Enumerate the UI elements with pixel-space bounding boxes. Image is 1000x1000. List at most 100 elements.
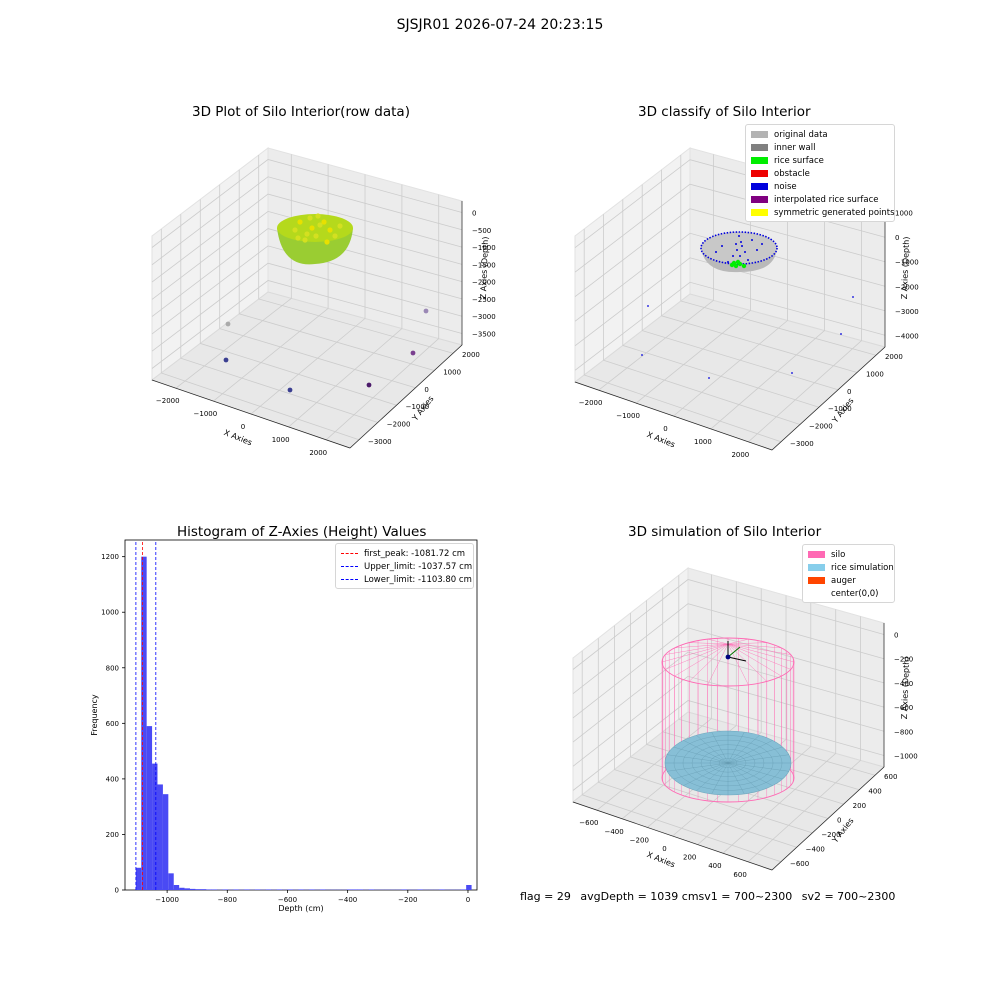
histogram-xtick-label: 0 [466, 896, 470, 904]
histogram-bar [401, 889, 407, 890]
raw-ztick-label: 0 [472, 210, 476, 218]
legend-label: auger [831, 575, 856, 586]
histogram-bar [157, 784, 163, 890]
sim-rice-mesh-line [667, 754, 729, 764]
sim-rice-mesh-ring [709, 753, 747, 773]
classify-ytick-label: −1000 [828, 405, 852, 413]
raw-pane-left [151, 146, 269, 382]
sim-rice-mesh-line [711, 762, 729, 794]
histogram-xtick-label: −400 [338, 896, 357, 904]
raw-surface-point [307, 215, 313, 221]
classify-noise-point [751, 239, 753, 241]
sim-ytick-label: 200 [853, 802, 866, 810]
histogram-bar [152, 763, 158, 890]
raw-x-axis-line [151, 379, 351, 449]
histogram-bar [184, 888, 190, 890]
classify-noise-point [641, 354, 643, 356]
sim-center-point [725, 654, 731, 660]
sim-ytick-label: −600 [790, 860, 809, 868]
raw-grid-y [219, 184, 416, 389]
raw-ytick-label: −2000 [387, 420, 411, 428]
raw-ztick-label: −3500 [472, 330, 496, 338]
raw-ytick-label: 2000 [462, 351, 480, 359]
sim-ytick-label: 600 [884, 773, 897, 781]
classify-noise-point [715, 251, 717, 253]
sim-grid-x [697, 602, 812, 845]
legend-swatch [751, 170, 768, 177]
sim-xtick-label: 200 [683, 854, 696, 862]
status-footer: flag = 29 avgDepth = 1039 cmsv1 = 700~23… [520, 890, 901, 903]
histogram-bar [141, 556, 147, 890]
classify-grid-y [603, 214, 801, 425]
raw-bowl-body [277, 228, 353, 265]
legend-label: obstacle [774, 168, 810, 179]
sim-silo-roof-line [727, 643, 791, 670]
histogram-bar [287, 889, 293, 890]
histogram-bar [309, 889, 315, 890]
histogram-axes-frame [124, 539, 478, 891]
classify-grid-x [635, 164, 751, 404]
classify-noise-point [756, 249, 758, 251]
raw-surface-point [297, 219, 303, 225]
legend-label: rice surface [774, 155, 824, 166]
sim-rice-surface [664, 730, 792, 796]
histogram-bar [368, 889, 375, 890]
legend-swatch [751, 157, 768, 164]
raw-grid-x [325, 194, 440, 441]
raw-surface-point [309, 225, 315, 231]
legend-entry: Lower_limit: -1103.80 cm [341, 573, 472, 586]
raw-ztick-label: −1000 [472, 244, 496, 252]
raw-surface-point [304, 231, 310, 237]
legend-entry: first_peak: -1081.72 cm [341, 547, 468, 560]
raw-surface-point [315, 213, 321, 219]
histogram-bar [439, 889, 445, 890]
sim-ytick-label: 0 [837, 817, 841, 825]
flag-text: flag = 29 [520, 890, 571, 903]
sim-ztick-label: 0 [894, 632, 898, 640]
histogram-bar [168, 873, 174, 890]
classify-y-axis-label: Y Axies [830, 396, 856, 425]
legend-swatch [808, 577, 825, 584]
sim-grid-y [646, 600, 844, 805]
raw-xtick-label: −2000 [156, 397, 180, 405]
sim-ytick-label: 400 [868, 788, 881, 796]
histogram-bar [195, 889, 201, 890]
raw-grid-z [151, 245, 463, 335]
classify-grid-y [622, 199, 820, 408]
classify-rice-point [741, 263, 747, 269]
histogram-bar [276, 889, 283, 890]
sim-rice-mesh-line [683, 740, 729, 764]
sim-ztick-label: −400 [894, 680, 913, 688]
raw-surface-point [295, 235, 301, 241]
raw-xtick-label: 2000 [309, 449, 327, 457]
sim-silo-roof-line [661, 643, 729, 663]
classify-x-axis-line [574, 381, 773, 451]
sim-silo-top-ring [661, 637, 795, 687]
raw-y-axis-label: Y Axies [410, 394, 436, 423]
raw-grid-y [238, 169, 435, 371]
raw-x-axis-label: X Axies [223, 428, 254, 447]
raw-outlier-point [287, 387, 293, 393]
legend-entry: interpolated rice surface [751, 193, 889, 206]
legend-entry: inner wall [751, 141, 889, 154]
sim-rice-mesh-line [696, 762, 729, 791]
legend-label: rice simulation [831, 562, 894, 573]
histogram-bar [179, 887, 185, 890]
raw-outlier-point [225, 321, 231, 327]
sim-grid-z [572, 603, 885, 695]
sim-xtick-label: −400 [604, 828, 623, 836]
sim-rice-mesh-line [673, 762, 729, 780]
sim-rice-mesh-line [727, 762, 760, 791]
legend-label: original data [774, 129, 828, 140]
raw-y-axis-line [349, 344, 463, 449]
legend-label: Upper_limit: -1037.57 cm [364, 561, 473, 572]
raw-xtick-label: 1000 [272, 436, 290, 444]
raw-grid-z [151, 280, 463, 369]
sim-silo-bottom-ring [661, 753, 795, 803]
legend-entry: rice surface [751, 154, 889, 167]
sim-y-axis-label: Y Axies [830, 816, 856, 845]
legend-label: Lower_limit: -1103.80 cm [364, 574, 472, 585]
classify-grid-x [748, 194, 862, 443]
sim-grid-y [662, 587, 860, 791]
classify-bowl-body [701, 248, 777, 273]
